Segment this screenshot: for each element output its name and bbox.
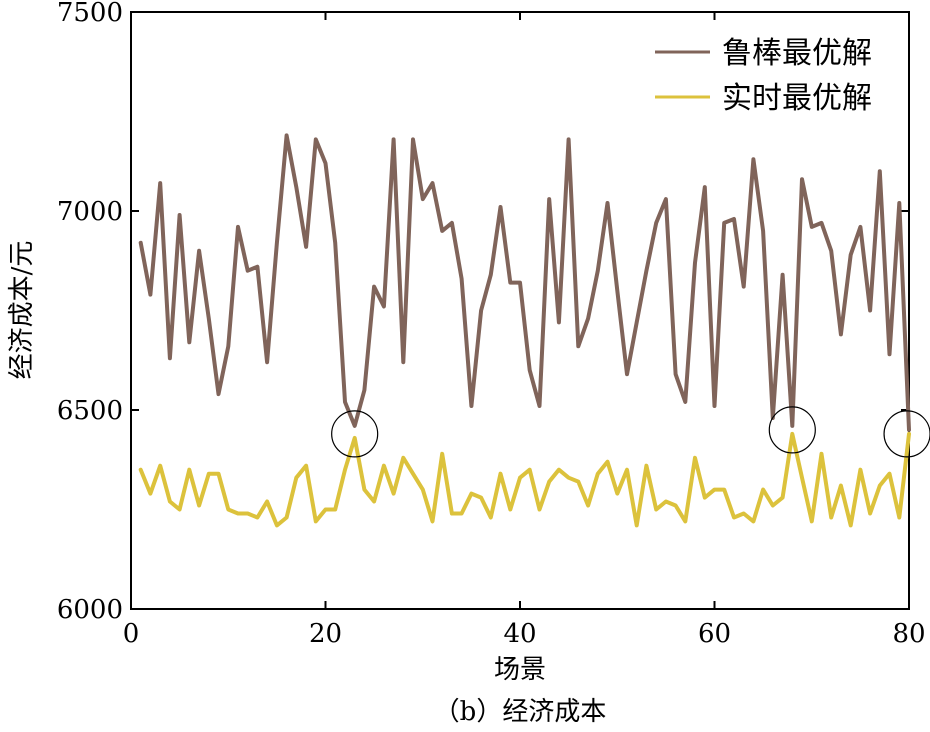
- y-tick-label: 6000: [57, 595, 123, 625]
- annotation-layer: [331, 406, 930, 458]
- x-tick-label: 60: [698, 619, 731, 649]
- series-line-0: [138, 133, 911, 432]
- chart-caption: （b）经济成本: [434, 697, 607, 727]
- annotation-circle: [883, 410, 930, 458]
- y-tick-label: 7000: [57, 197, 123, 227]
- x-tick-label: 20: [309, 619, 342, 649]
- annotation-circle: [768, 406, 816, 454]
- x-tick-label: 80: [892, 619, 925, 649]
- x-axis-label: 场景: [494, 655, 546, 685]
- series-layer: [138, 133, 911, 528]
- x-tick-label: 40: [503, 619, 536, 649]
- x-tick-label: 0: [123, 619, 140, 649]
- legend-label-1: 实时最优解: [722, 81, 872, 116]
- annotation-circle: [331, 410, 379, 458]
- series-line-1: [138, 431, 911, 528]
- axis-ticks: 0 20 40 60 80 6000 6500 7000 7500: [57, 0, 926, 649]
- y-tick-label: 7500: [57, 0, 123, 28]
- legend-label-0: 鲁棒最优解: [722, 36, 872, 71]
- y-axis-label: 经济成本/元: [7, 241, 37, 380]
- y-tick-label: 6500: [57, 396, 123, 426]
